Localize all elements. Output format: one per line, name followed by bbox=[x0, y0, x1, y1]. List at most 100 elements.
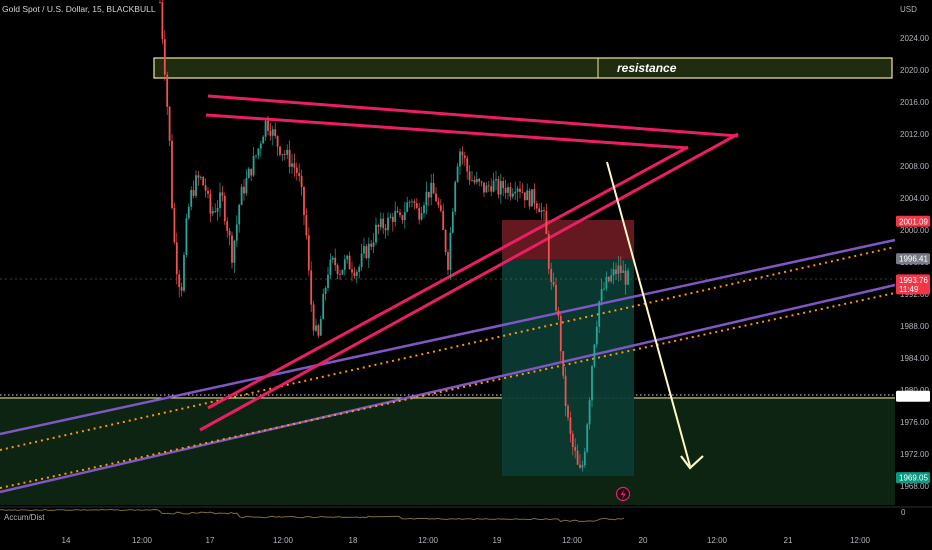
resistance-label: resistance bbox=[617, 61, 677, 75]
candle-body bbox=[379, 218, 382, 227]
candle-body bbox=[550, 269, 553, 282]
candle-body bbox=[408, 201, 411, 203]
candle-body bbox=[603, 288, 605, 290]
candle-body bbox=[180, 287, 183, 291]
candle-body bbox=[480, 181, 483, 183]
candle-body bbox=[543, 209, 545, 211]
candle-body bbox=[439, 205, 442, 211]
projection-arrow[interactable] bbox=[606, 161, 704, 470]
candle-body bbox=[497, 179, 500, 195]
price-axis[interactable]: 2024.00 2020.00 2016.00 2012.00 2008.00 2004.… bbox=[900, 34, 929, 491]
candle-body bbox=[430, 182, 433, 198]
candle-body bbox=[317, 325, 320, 336]
candle-body bbox=[243, 186, 245, 194]
candle-body bbox=[367, 243, 370, 259]
candle-body bbox=[420, 213, 423, 220]
candle-body bbox=[223, 195, 226, 222]
candle-body bbox=[394, 211, 397, 222]
candle-body bbox=[207, 190, 209, 194]
candle-body bbox=[531, 189, 533, 207]
x-tick-label: 20 bbox=[639, 536, 648, 545]
x-tick-label: 12:00 bbox=[273, 536, 294, 545]
resistance-zone[interactable] bbox=[153, 57, 893, 79]
candle-body bbox=[228, 230, 231, 236]
candle-body bbox=[581, 465, 584, 468]
candle-body bbox=[567, 406, 569, 418]
candle-body bbox=[605, 276, 608, 289]
candle-body bbox=[259, 143, 262, 149]
triangle-bottom-inner[interactable] bbox=[207, 145, 689, 410]
take-profit-zone[interactable] bbox=[502, 259, 634, 476]
triangle-top-outer[interactable] bbox=[207, 94, 739, 138]
candle-body bbox=[322, 293, 325, 320]
candle-body bbox=[516, 188, 519, 192]
candle-body bbox=[171, 140, 173, 208]
triangle-pattern[interactable] bbox=[199, 94, 739, 432]
candle-body bbox=[425, 191, 428, 206]
accum-dist-line bbox=[0, 508, 625, 523]
price-tag-countdown: 11:49 bbox=[899, 285, 919, 294]
price-tag bbox=[896, 390, 930, 402]
candle-body bbox=[279, 146, 281, 155]
candle-body bbox=[161, 2, 164, 40]
x-tick-label: 12:00 bbox=[707, 536, 728, 545]
candle-body bbox=[353, 272, 356, 276]
candle-body bbox=[324, 287, 327, 294]
projection-arrow-shaft bbox=[606, 161, 691, 467]
candle-body bbox=[192, 189, 195, 196]
candle-body bbox=[226, 221, 229, 231]
candle-body bbox=[209, 193, 212, 214]
candle-body bbox=[391, 216, 394, 222]
candle-body bbox=[533, 189, 536, 204]
y-tick-label: 2016.00 bbox=[900, 98, 929, 107]
time-axis[interactable]: 14 12:00 17 12:00 18 12:00 19 12:00 20 12:00 21 12:… bbox=[62, 536, 871, 545]
candle-body bbox=[562, 351, 565, 376]
candle-body bbox=[293, 163, 296, 168]
candle-body bbox=[461, 151, 464, 156]
candle-body bbox=[346, 255, 349, 260]
lightning-icon[interactable] bbox=[615, 486, 631, 502]
candle-body bbox=[183, 254, 185, 291]
candle-body bbox=[214, 211, 217, 212]
candle-body bbox=[499, 180, 502, 195]
candle-body bbox=[624, 270, 627, 285]
candle-body bbox=[507, 187, 509, 193]
candle-body bbox=[384, 228, 387, 231]
candle-body bbox=[288, 149, 291, 167]
candle-body bbox=[365, 246, 368, 259]
triangle-bottom-outer[interactable] bbox=[199, 132, 739, 432]
candle-body bbox=[600, 289, 603, 302]
candle-body bbox=[274, 129, 277, 137]
candle-body bbox=[593, 344, 596, 367]
x-tick-label: 12:00 bbox=[850, 536, 871, 545]
candle-body bbox=[475, 178, 478, 183]
y-tick-label: 2004.00 bbox=[900, 194, 929, 203]
candle-body bbox=[303, 186, 305, 216]
candle-body bbox=[283, 153, 286, 155]
candle-body bbox=[495, 179, 497, 181]
price-tag-label: 1996.41 bbox=[899, 255, 928, 264]
candle-body bbox=[310, 270, 313, 305]
x-tick-label: 21 bbox=[784, 536, 793, 545]
candle-body bbox=[576, 450, 579, 465]
candle-body bbox=[399, 212, 401, 216]
candle-body bbox=[351, 269, 353, 273]
candle-body bbox=[437, 201, 440, 206]
triangle-top-inner[interactable] bbox=[205, 113, 689, 150]
x-tick-label: 12:00 bbox=[132, 536, 153, 545]
y-tick-label: 1984.00 bbox=[900, 354, 929, 363]
candle-body bbox=[403, 211, 406, 221]
candle-body bbox=[588, 400, 591, 425]
candle-body bbox=[334, 257, 337, 266]
candle-body bbox=[267, 121, 269, 131]
candle-body bbox=[459, 151, 461, 167]
candle-body bbox=[255, 155, 257, 157]
candle-body bbox=[240, 186, 243, 205]
price-tag bbox=[896, 472, 930, 484]
y-tick-label: 1992.00 bbox=[900, 290, 929, 299]
price-tag-label: 1969.05 bbox=[899, 474, 928, 483]
channel-upper-line[interactable] bbox=[0, 238, 896, 436]
channel-lower-line[interactable] bbox=[0, 283, 896, 494]
candle-body bbox=[574, 447, 577, 451]
